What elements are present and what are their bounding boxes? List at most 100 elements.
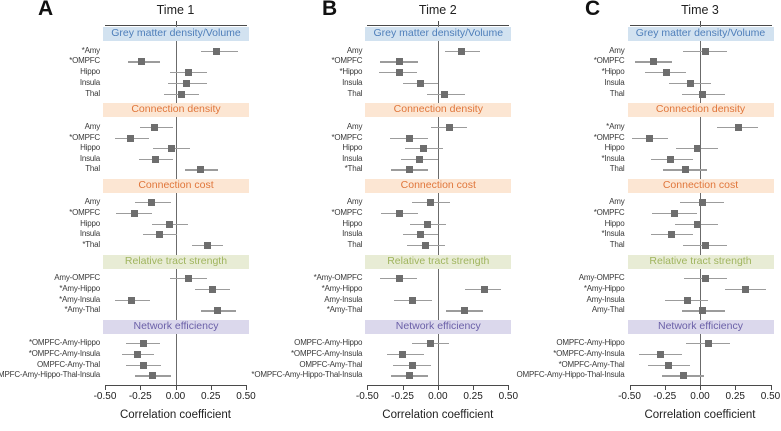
x-axis-title: Correlation coefficient: [382, 409, 494, 421]
row-label: *Hippo: [339, 67, 363, 77]
row-label: *Hippo: [601, 67, 625, 77]
estimate-marker: [212, 47, 220, 55]
estimate-marker: [445, 124, 453, 131]
row-label: *OMPFC: [331, 207, 363, 217]
estimate-marker: [668, 231, 676, 239]
x-axis-tick: [105, 386, 106, 390]
x-tick-label: -0.25: [653, 391, 677, 402]
row-label: *Thal: [344, 164, 363, 174]
row-label: *OMPFC: [331, 132, 363, 142]
row-label: Thal: [609, 164, 625, 174]
estimate-marker: [128, 296, 136, 304]
row-label: *OMPFC: [69, 56, 100, 66]
estimate-marker: [741, 285, 749, 293]
row-label: Insula: [79, 78, 100, 88]
estimate-marker: [183, 80, 191, 88]
estimate-marker: [139, 340, 147, 347]
x-tick-label: -0.50: [93, 391, 117, 402]
row-label: Amy-OMPFC: [54, 273, 100, 282]
estimate-marker: [671, 209, 679, 217]
row-label: OMPFC-Amy-Hippo: [294, 338, 363, 347]
row-label: Amy: [84, 122, 101, 131]
section-header: Connection density: [365, 103, 512, 117]
section-header: Connection cost: [365, 179, 512, 193]
x-axis-line: [629, 385, 772, 386]
x-tick-label: -0.50: [618, 391, 641, 402]
section-header: Grey matter density/Volume: [365, 27, 512, 41]
section-header: Network efficiency: [103, 320, 249, 334]
estimate-marker: [408, 361, 416, 369]
row-label: OMPFC-Amy-Thal: [299, 359, 363, 369]
row-label: *Amy-Thal: [326, 305, 363, 315]
estimate-marker: [665, 361, 673, 369]
section-header: Network efficiency: [627, 320, 774, 334]
row-label: Hippo: [604, 143, 625, 153]
estimate-marker: [480, 285, 488, 293]
row-label: Amy: [84, 197, 101, 206]
panel-letter: B: [322, 0, 338, 20]
estimate-marker: [662, 69, 670, 77]
x-axis-tick: [140, 386, 142, 390]
estimate-marker: [396, 275, 404, 282]
estimate-marker: [702, 242, 710, 249]
x-tick-label: 0.25: [463, 391, 483, 402]
row-label: Hippo: [80, 218, 100, 228]
estimate-marker: [184, 275, 192, 282]
panel-title: Time 3: [681, 3, 719, 17]
estimate-marker: [204, 242, 212, 249]
row-label: Amy: [609, 197, 625, 206]
estimate-marker: [406, 134, 414, 142]
estimate-marker: [693, 220, 701, 228]
row-label: *OMPFC: [593, 56, 625, 66]
estimate-marker: [441, 91, 449, 99]
estimate-marker: [396, 209, 404, 217]
panel-letter: A: [38, 0, 54, 20]
section-header: Connection density: [103, 103, 249, 117]
zero-reference-line: [175, 25, 177, 385]
estimate-marker: [649, 58, 657, 66]
top-zero-tick: [700, 21, 701, 25]
row-label: Hippo: [80, 67, 100, 77]
estimate-marker: [427, 199, 435, 206]
section-header: Relative tract strength: [365, 255, 512, 269]
row-label: Amy: [346, 45, 363, 55]
estimate-marker: [126, 134, 134, 142]
top-zero-tick: [437, 21, 439, 25]
row-label: *OMPFC: [69, 132, 100, 142]
row-label: *OMPFC-Amy-Thal: [558, 359, 625, 369]
estimate-marker: [421, 242, 429, 249]
estimate-marker: [166, 220, 174, 228]
estimate-marker: [214, 307, 222, 315]
estimate-marker: [458, 47, 466, 55]
row-label: *OMPFC: [593, 207, 625, 217]
row-label: *Amy-Hippo: [583, 283, 625, 293]
row-label: Thal: [347, 89, 363, 99]
estimate-marker: [396, 58, 404, 66]
estimate-marker: [408, 296, 416, 304]
x-axis-tick: [210, 386, 212, 390]
row-label: Insula: [79, 153, 100, 163]
x-axis-tick: [770, 386, 772, 390]
x-axis-tick: [402, 386, 404, 390]
section-header: Network efficiency: [365, 320, 512, 334]
estimate-marker: [415, 155, 423, 163]
estimate-marker: [152, 155, 160, 163]
panel-letter: C: [585, 0, 601, 20]
estimate-marker: [704, 340, 712, 347]
row-label: Amy-Thal: [591, 305, 625, 315]
row-label: *OMPFC-Amy-Insula: [291, 348, 363, 358]
row-label: Insula: [342, 153, 363, 163]
row-label: Hippo: [342, 143, 363, 153]
row-label: Amy: [346, 122, 363, 131]
row-label: Amy: [346, 197, 363, 206]
x-tick-label: 0.50: [760, 391, 781, 402]
x-axis-tick: [508, 386, 510, 390]
estimate-marker: [406, 166, 414, 174]
estimate-marker: [208, 285, 216, 293]
row-label: *Amy-Hippo: [321, 283, 363, 293]
estimate-marker: [734, 124, 742, 131]
estimate-marker: [693, 145, 701, 153]
x-tick-label: 0.00: [165, 391, 186, 402]
panel-title: Time 1: [156, 3, 195, 17]
row-label: *OMPFC: [69, 207, 100, 217]
